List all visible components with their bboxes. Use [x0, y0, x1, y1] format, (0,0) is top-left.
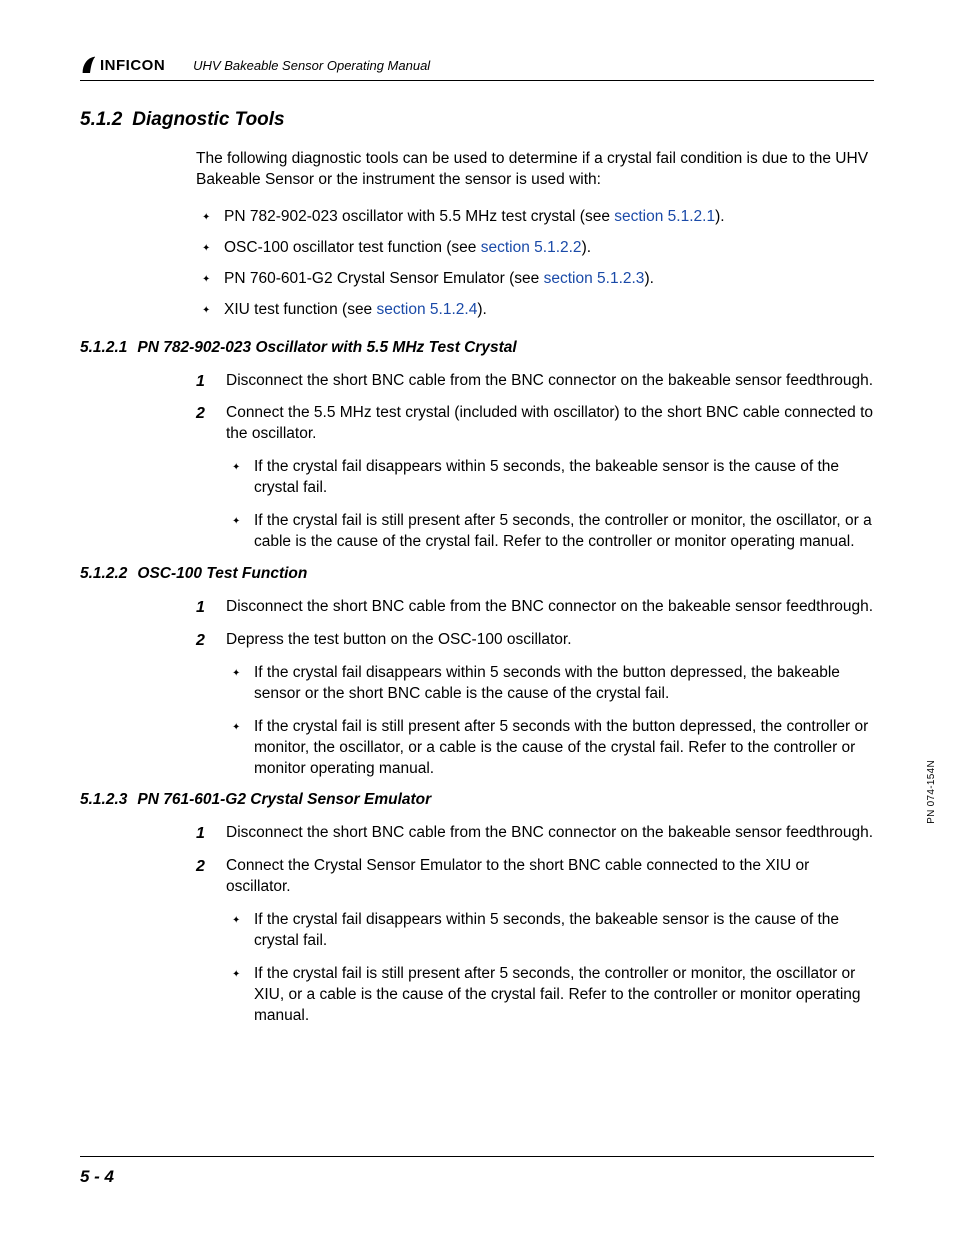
sub-bullet-list: If the crystal fail disappears within 5 … [226, 457, 874, 553]
sub-bullet: If the crystal fail disappears within 5 … [226, 910, 874, 952]
part-number-vertical: PN 074-154N [926, 760, 937, 824]
subsections: 5.1.2.1 PN 782-902-023 Oscillator with 5.… [80, 339, 874, 1027]
subsection-number: 5.1.2.2 [80, 565, 127, 583]
step-text: Connect the Crystal Sensor Emulator to t… [226, 857, 809, 895]
page-number: 5 - 4 [80, 1167, 114, 1187]
sub-bullet-list: If the crystal fail disappears within 5 … [226, 910, 874, 1027]
step-text: Disconnect the short BNC cable from the … [226, 598, 873, 615]
tool-bullet: XIU test function (see section 5.1.2.4). [196, 300, 874, 321]
bullet-text-post: ). [715, 208, 724, 225]
step-item: Disconnect the short BNC cable from the … [196, 371, 874, 392]
subsection: 5.1.2.3 PN 761-601-G2 Crystal Sensor Emul… [80, 791, 874, 1026]
sub-bullet: If the crystal fail is still present aft… [226, 511, 874, 553]
manual-title: UHV Bakeable Sensor Operating Manual [193, 58, 430, 74]
bullet-text-pre: XIU test function (see [224, 301, 377, 318]
sub-bullet-list: If the crystal fail disappears within 5 … [226, 663, 874, 780]
bullet-text-post: ). [644, 270, 653, 287]
page: INFICON UHV Bakeable Sensor Operating Ma… [0, 0, 954, 1235]
tool-bullet: OSC-100 oscillator test function (see se… [196, 238, 874, 259]
subsection-title: PN 761-601-G2 Crystal Sensor Emulator [137, 791, 431, 809]
tool-bullet: PN 782-902-023 oscillator with 5.5 MHz t… [196, 207, 874, 228]
subsection: 5.1.2.2 OSC-100 Test Function Disconnect t… [80, 565, 874, 779]
leaf-icon [80, 56, 96, 74]
step-list: Disconnect the short BNC cable from the … [196, 597, 874, 779]
step-text: Disconnect the short BNC cable from the … [226, 824, 873, 841]
step-list: Disconnect the short BNC cable from the … [196, 371, 874, 553]
sub-bullet: If the crystal fail disappears within 5 … [226, 457, 874, 499]
subsection-number: 5.1.2.3 [80, 791, 127, 809]
bullet-text-pre: PN 760-601-G2 Crystal Sensor Emulator (s… [224, 270, 544, 287]
subsection-heading: 5.1.2.2 OSC-100 Test Function [80, 565, 874, 583]
step-text: Depress the test button on the OSC-100 o… [226, 631, 572, 648]
tool-bullet-list: PN 782-902-023 oscillator with 5.5 MHz t… [196, 207, 874, 321]
bullet-text-pre: PN 782-902-023 oscillator with 5.5 MHz t… [224, 208, 614, 225]
subsection-title: PN 782-902-023 Oscillator with 5.5 MHz T… [137, 339, 516, 357]
step-item: Disconnect the short BNC cable from the … [196, 823, 874, 844]
step-item: Depress the test button on the OSC-100 o… [196, 630, 874, 780]
step-item: Disconnect the short BNC cable from the … [196, 597, 874, 618]
sub-bullet: If the crystal fail is still present aft… [226, 964, 874, 1027]
step-item: Connect the Crystal Sensor Emulator to t… [196, 856, 874, 1026]
step-text: Disconnect the short BNC cable from the … [226, 372, 873, 389]
sub-bullet: If the crystal fail disappears within 5 … [226, 663, 874, 705]
bullet-text-pre: OSC-100 oscillator test function (see [224, 239, 481, 256]
heading-title: Diagnostic Tools [132, 109, 284, 131]
step-item: Connect the 5.5 MHz test crystal (includ… [196, 403, 874, 553]
brand-logo: INFICON [80, 56, 165, 74]
bullet-text-post: ). [582, 239, 591, 256]
heading-number: 5.1.2 [80, 109, 122, 131]
section-link[interactable]: section 5.1.2.1 [614, 208, 715, 225]
subsection: 5.1.2.1 PN 782-902-023 Oscillator with 5.… [80, 339, 874, 553]
subsection-title: OSC-100 Test Function [137, 565, 307, 583]
subsection-number: 5.1.2.1 [80, 339, 127, 357]
tool-bullet: PN 760-601-G2 Crystal Sensor Emulator (s… [196, 269, 874, 290]
sub-bullet: If the crystal fail is still present aft… [226, 717, 874, 780]
step-list: Disconnect the short BNC cable from the … [196, 823, 874, 1026]
page-header: INFICON UHV Bakeable Sensor Operating Ma… [80, 56, 874, 81]
section-link[interactable]: section 5.1.2.2 [481, 239, 582, 256]
section-heading: 5.1.2 Diagnostic Tools [80, 109, 874, 131]
intro-paragraph: The following diagnostic tools can be us… [196, 149, 874, 191]
footer-rule [80, 1156, 874, 1157]
section-link[interactable]: section 5.1.2.4 [377, 301, 478, 318]
section-link[interactable]: section 5.1.2.3 [544, 270, 645, 287]
step-text: Connect the 5.5 MHz test crystal (includ… [226, 404, 873, 442]
bullet-text-post: ). [477, 301, 486, 318]
subsection-heading: 5.1.2.1 PN 782-902-023 Oscillator with 5.… [80, 339, 874, 357]
subsection-heading: 5.1.2.3 PN 761-601-G2 Crystal Sensor Emul… [80, 791, 874, 809]
brand-text: INFICON [100, 57, 165, 74]
